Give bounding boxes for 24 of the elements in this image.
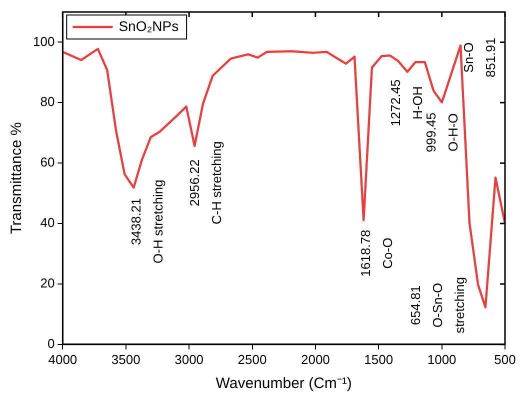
y-tick-label: 80 [40,94,55,110]
x-axis-title: Wavenumber (Cm⁻¹) [216,375,352,392]
y-tick-label: 40 [40,215,55,230]
x-tick-label: 3500 [111,352,140,367]
x-tick-label: 1000 [427,352,456,367]
y-tick-label: 60 [40,154,55,170]
annotation: 1272.45 H-OH [388,79,425,126]
legend-label: SnO₂NPs [118,18,179,34]
x-tick-label: 2000 [300,352,330,367]
x-tick-label: 2500 [238,352,267,367]
y-tick-label: 0 [47,336,55,351]
y-axis-title: Transmittance % [8,122,26,234]
y-tick-label: 100 [32,34,55,49]
annotation: 1618.78 Co-O [358,230,396,277]
x-tick-label: 4000 [48,352,78,367]
annotation: 2956.22 C-H stretching [187,141,224,224]
x-tick-label: 500 [494,352,516,367]
y-tick-label: 20 [40,276,55,291]
x-tick-label: 1500 [364,352,394,367]
annotation: 3438.21 O-H stretching [128,180,166,264]
annotation: 654.81 O-Sn-O stretching [408,277,468,334]
x-tick-label: 3000 [174,352,204,367]
annotation: Sn-O 851.91 [461,38,498,78]
annotation: 999.45 O-H-O [423,112,460,152]
